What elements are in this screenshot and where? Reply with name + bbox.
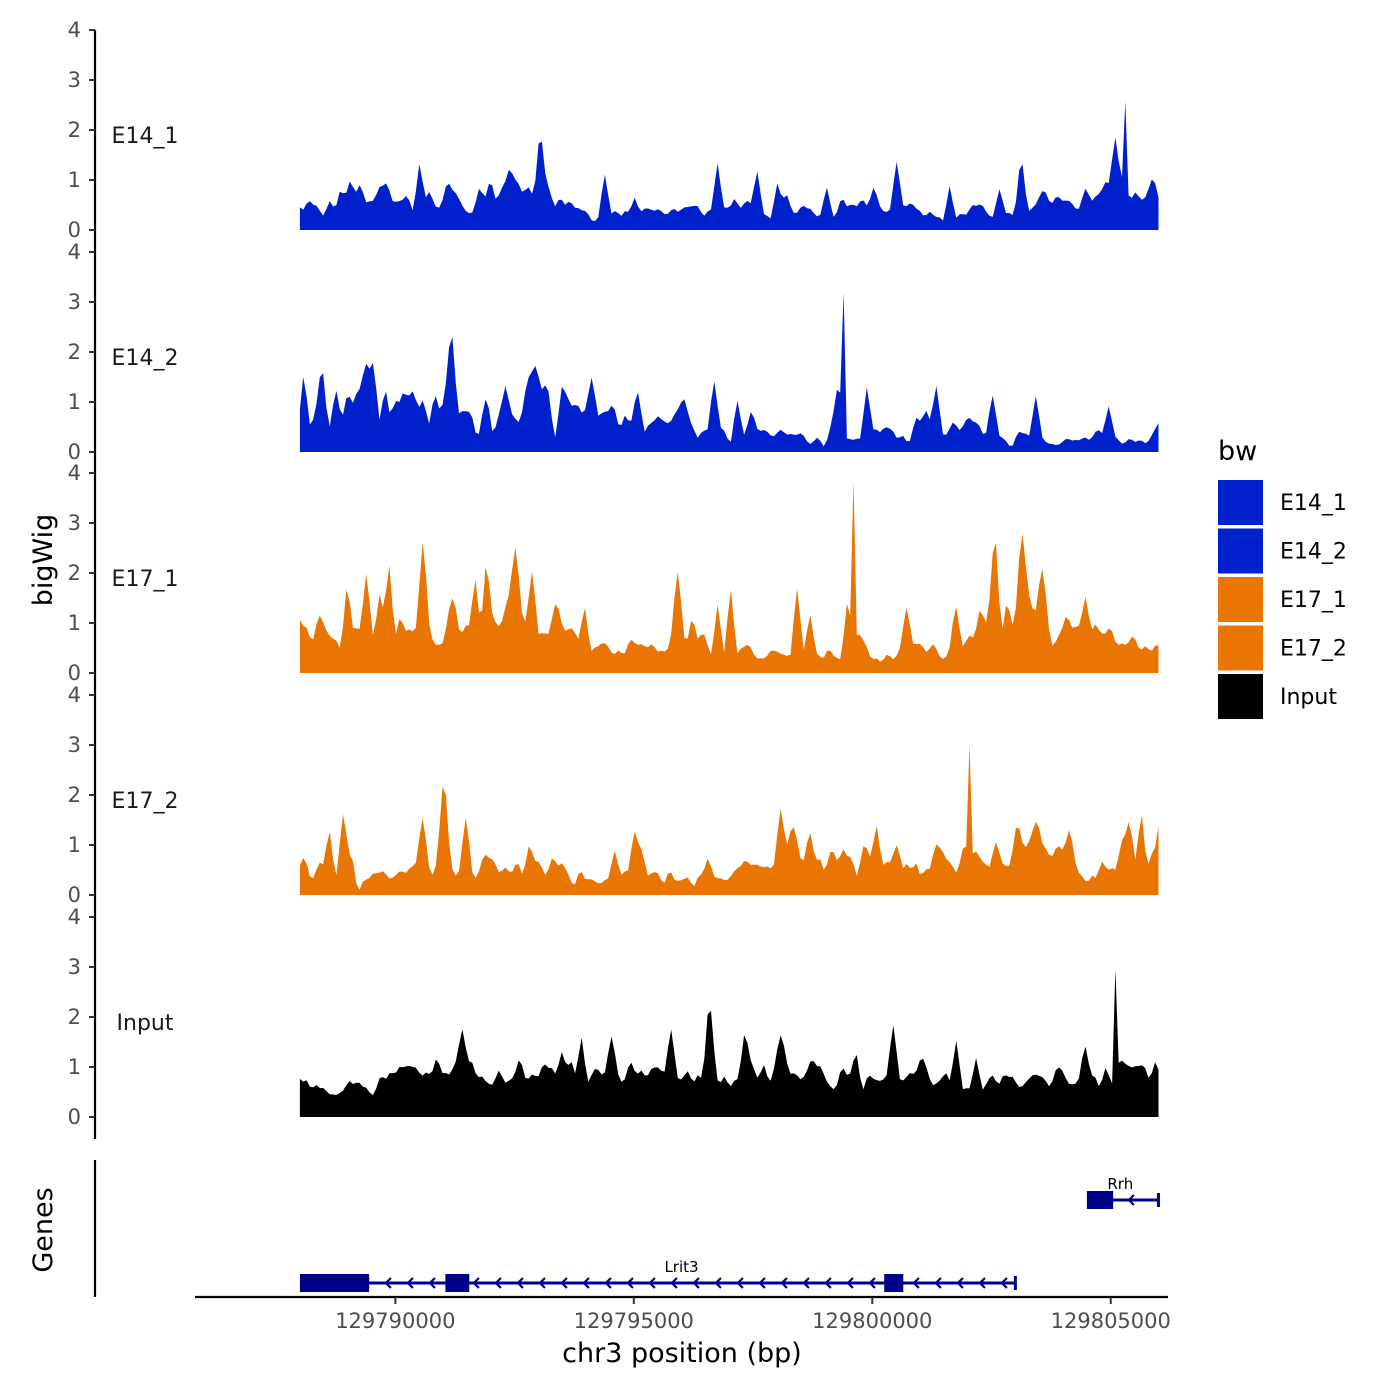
y-tick-label-E14_1-1: 1 [68, 168, 81, 192]
strand-arrow-Lrit3 [472, 1277, 480, 1289]
track-E17_1: 0 1 2 3 4 E17_1 [68, 461, 1159, 695]
y-tick-label-E17_2-1: 1 [68, 833, 81, 857]
y-tick-label-E17_1-2: 2 [68, 561, 81, 585]
area-series-E14_1 [299, 101, 1159, 231]
y-tick-label-E14_1-4: 4 [68, 18, 81, 42]
area-series-E17_1 [299, 480, 1159, 673]
track-E14_2: 0 1 2 3 4 E14_2 [68, 240, 1159, 474]
legend-label-E14_1: E14_1 [1280, 491, 1347, 516]
genes-axis-title: Genes [28, 1187, 59, 1272]
gene-label-Lrit3: Lrit3 [664, 1258, 698, 1276]
strand-arrow-Lrit3 [516, 1277, 524, 1289]
y-tick-label-E17_2-0: 0 [68, 883, 81, 907]
y-tick-label-E14_2-0: 0 [68, 440, 81, 464]
y-tick-label-Input-1: 1 [68, 1055, 81, 1079]
legend-label-E17_1: E17_1 [1280, 588, 1347, 613]
strand-arrow-Lrit3 [868, 1277, 876, 1289]
y-tick-label-Input-0: 0 [68, 1105, 81, 1129]
x-axis-title: chr3 position (bp) [562, 1338, 802, 1369]
gene-Rrh: Rrh [1086, 1175, 1160, 1209]
strand-arrow-Lrit3 [384, 1277, 392, 1289]
strand-arrow-Lrit3 [1000, 1277, 1008, 1289]
y-axis-title: bigWig [28, 514, 59, 607]
legend-key-Input [1218, 674, 1263, 719]
tracks-layer: 0 1 2 3 4 E14_1 0 1 2 3 4 E14_2 0 1 2 3 4 E17_1 0 1 2 3 4 E17_2… [68, 18, 1159, 1139]
genes-layer: Rrh Lrit3 [93, 1160, 1160, 1297]
strand-arrow-Lrit3 [736, 1277, 744, 1289]
y-tick-label-E14_2-2: 2 [68, 340, 81, 364]
x-tick-label-129805000: 129805000 [1051, 1309, 1171, 1333]
y-tick-label-E14_1-3: 3 [68, 68, 81, 92]
strand-arrow-Lrit3 [912, 1277, 920, 1289]
y-tick-label-Input-3: 3 [68, 955, 81, 979]
gene-Lrit3: Lrit3 [299, 1258, 1017, 1292]
track-label-E17_2: E17_2 [112, 789, 179, 814]
y-tick-label-E14_2-3: 3 [68, 290, 81, 314]
strand-arrow-Lrit3 [582, 1277, 590, 1289]
strand-arrow-Rrh [1127, 1194, 1135, 1206]
track-E14_1: 0 1 2 3 4 E14_1 [68, 18, 1159, 252]
y-tick-label-E17_2-2: 2 [68, 783, 81, 807]
legend-key-E17_1 [1218, 577, 1263, 622]
x-tick-label-129790000: 129790000 [335, 1309, 455, 1333]
legend-title: bw [1218, 436, 1257, 467]
strand-arrow-Lrit3 [626, 1277, 634, 1289]
y-tick-label-E17_1-1: 1 [68, 611, 81, 635]
y-tick-label-E17_1-3: 3 [68, 511, 81, 535]
strand-arrow-Lrit3 [494, 1277, 502, 1289]
strand-arrow-Lrit3 [780, 1277, 788, 1289]
strand-arrow-Lrit3 [406, 1277, 414, 1289]
exon-Lrit3-3 [884, 1274, 904, 1292]
strand-arrow-Lrit3 [824, 1277, 832, 1289]
strand-arrow-Lrit3 [670, 1277, 678, 1289]
track-label-Input: Input [117, 1011, 174, 1036]
y-tick-label-E14_1-0: 0 [68, 218, 81, 242]
exon-Lrit3-2 [445, 1274, 470, 1292]
legend-key-E14_2 [1218, 528, 1263, 574]
area-series-Input [299, 969, 1159, 1117]
y-tick-label-E17_1-4: 4 [68, 461, 81, 485]
exon-Lrit3-1 [299, 1274, 370, 1292]
strand-arrow-Lrit3 [692, 1277, 700, 1289]
strand-arrow-Lrit3 [604, 1277, 612, 1289]
strand-arrow-Lrit3 [846, 1277, 854, 1289]
track-label-E17_1: E17_1 [112, 567, 179, 592]
legend-label-E17_2: E17_2 [1280, 637, 1347, 662]
y-tick-label-E14_2-4: 4 [68, 240, 81, 264]
area-series-E17_2 [299, 745, 1159, 895]
track-E17_2: 0 1 2 3 4 E17_2 [68, 683, 1159, 917]
area-series-E14_2 [299, 292, 1159, 452]
y-tick-label-E17_2-4: 4 [68, 683, 81, 707]
y-tick-label-E17_2-3: 3 [68, 733, 81, 757]
strand-arrow-Lrit3 [648, 1277, 656, 1289]
track-label-E14_2: E14_2 [112, 346, 179, 371]
gene-label-Rrh: Rrh [1107, 1175, 1133, 1193]
legend-label-E14_2: E14_2 [1280, 540, 1347, 565]
exon-Rrh-1 [1086, 1191, 1114, 1209]
track-label-E14_1: E14_1 [112, 124, 179, 149]
x-tick-label-129800000: 129800000 [812, 1309, 932, 1333]
legend-key-E17_2 [1218, 625, 1263, 671]
strand-arrow-Lrit3 [538, 1277, 546, 1289]
strand-arrow-Lrit3 [428, 1277, 436, 1289]
legend: bw E14_1 E14_2 E17_1 E17_2 Input [1218, 436, 1347, 719]
strand-arrow-Lrit3 [758, 1277, 766, 1289]
x-tick-label-129795000: 129795000 [574, 1309, 694, 1333]
y-tick-label-E14_1-2: 2 [68, 118, 81, 142]
strand-arrow-Lrit3 [956, 1277, 964, 1289]
strand-arrow-Lrit3 [714, 1277, 722, 1289]
strand-arrow-Lrit3 [978, 1277, 986, 1289]
y-tick-label-E14_2-1: 1 [68, 390, 81, 414]
legend-label-Input: Input [1280, 685, 1337, 710]
strand-arrow-Lrit3 [802, 1277, 810, 1289]
strand-arrow-Lrit3 [934, 1277, 942, 1289]
legend-key-E14_1 [1218, 480, 1263, 525]
y-tick-label-E17_1-0: 0 [68, 661, 81, 685]
y-tick-label-Input-2: 2 [68, 1005, 81, 1029]
strand-arrow-Lrit3 [560, 1277, 568, 1289]
track-Input: 0 1 2 3 4 Input [68, 905, 1159, 1139]
y-tick-label-Input-4: 4 [68, 905, 81, 929]
x-axis: 129790000 129795000 129800000 129805000 [195, 1295, 1171, 1333]
